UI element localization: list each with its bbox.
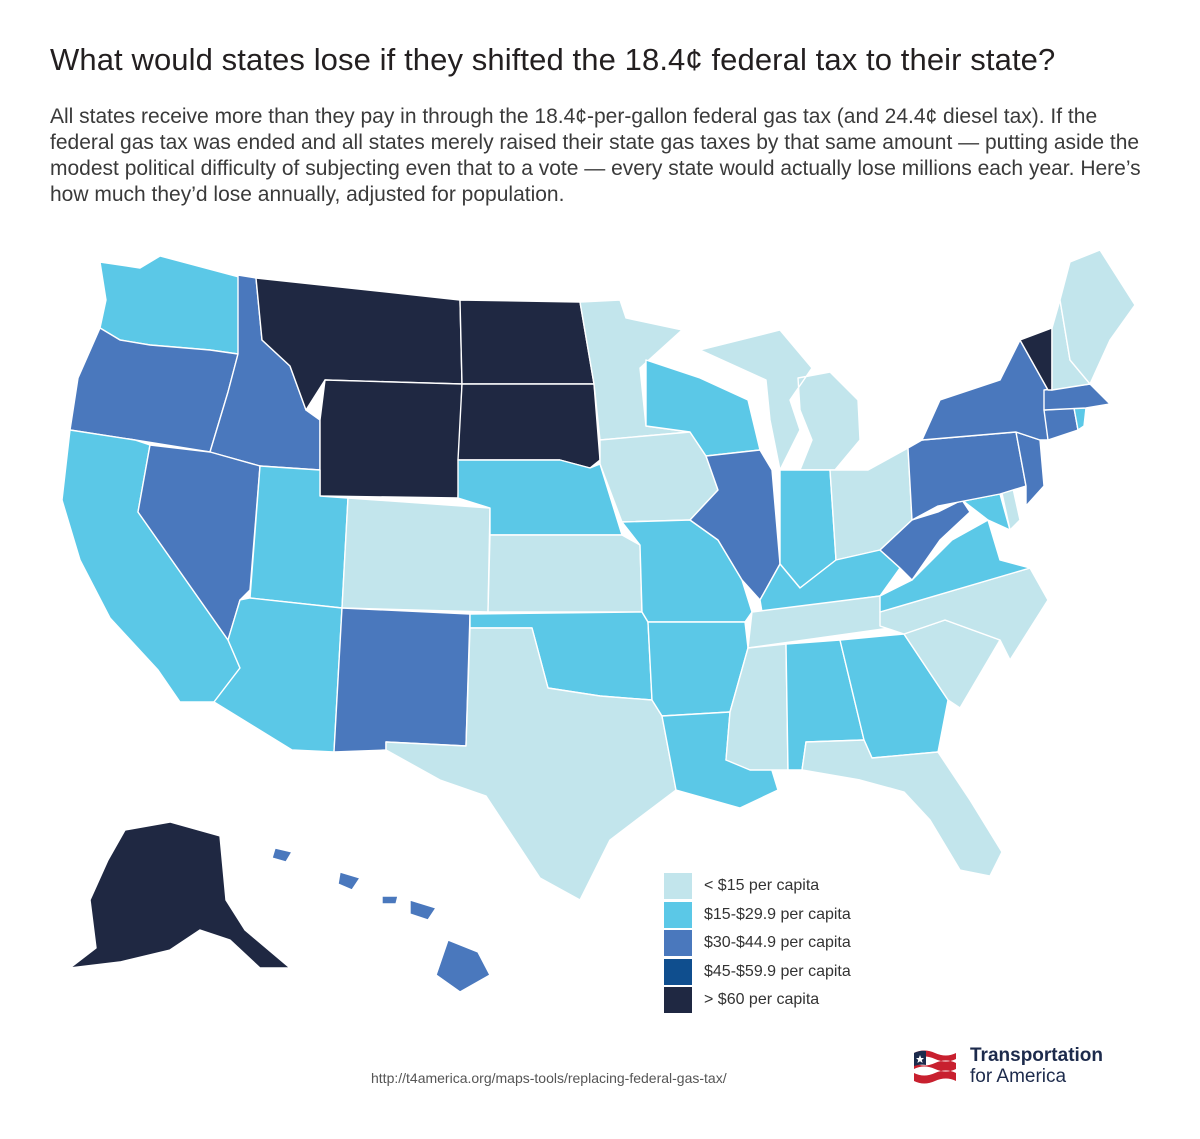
state-ME[interactable] [1059, 249, 1136, 385]
legend-swatch-30-44 [664, 930, 692, 957]
legend-item-30-44: $30-$44.9 per capita [664, 929, 924, 958]
legend-swatch-lt15 [664, 873, 692, 900]
legend-swatch-gt60 [664, 987, 692, 1014]
us-state-map [61, 249, 1136, 993]
flag-icon [914, 1050, 956, 1084]
state-VA[interactable] [879, 519, 1031, 613]
map-subtitle: All states receive more than they pay in… [50, 105, 1141, 206]
state-TX[interactable] [385, 627, 677, 901]
brand-logo: Transportation for America [912, 1044, 1142, 1090]
state-ND[interactable] [459, 299, 595, 385]
brand-name-line1: Transportation [970, 1045, 1104, 1066]
legend-item-gt60: > $60 per capita [664, 986, 924, 1015]
brand-name-line2: for America [970, 1066, 1067, 1087]
map-title: What would states lose if they shifted t… [50, 42, 1056, 77]
state-KS[interactable] [487, 534, 643, 613]
state-MN[interactable] [579, 299, 691, 441]
legend-label-15-29: $15-$29.9 per capita [704, 905, 851, 923]
source-link[interactable]: http://t4america.org/maps-tools/replacin… [371, 1070, 727, 1086]
legend-label-30-44: $30-$44.9 per capita [704, 934, 851, 952]
state-CO[interactable] [341, 497, 491, 613]
legend-swatch-15-29 [664, 901, 692, 928]
state-NV[interactable] [137, 444, 261, 641]
state-WY[interactable] [319, 379, 463, 499]
state-NC[interactable] [879, 567, 1049, 661]
state-CT[interactable] [1043, 407, 1079, 441]
legend-label-gt60: > $60 per capita [704, 991, 820, 1009]
legend-label-lt15: < $15 per capita [704, 877, 820, 895]
state-AK[interactable] [69, 821, 291, 969]
state-IL[interactable] [689, 449, 781, 601]
state-WV[interactable] [879, 499, 971, 581]
state-SD[interactable] [457, 383, 601, 469]
legend-label-45-59: $45-$59.9 per capita [704, 962, 851, 980]
state-FL[interactable] [801, 739, 1003, 877]
state-NM[interactable] [333, 607, 471, 753]
state-WA[interactable] [99, 255, 251, 355]
map-legend: < $15 per capita $15-$29.9 per capita $3… [664, 872, 924, 1015]
legend-swatch-45-59 [664, 958, 692, 985]
legend-item-lt15: < $15 per capita [664, 872, 924, 901]
legend-item-45-59: $45-$59.9 per capita [664, 958, 924, 987]
state-HI[interactable] [271, 847, 491, 993]
legend-item-15-29: $15-$29.9 per capita [664, 901, 924, 930]
